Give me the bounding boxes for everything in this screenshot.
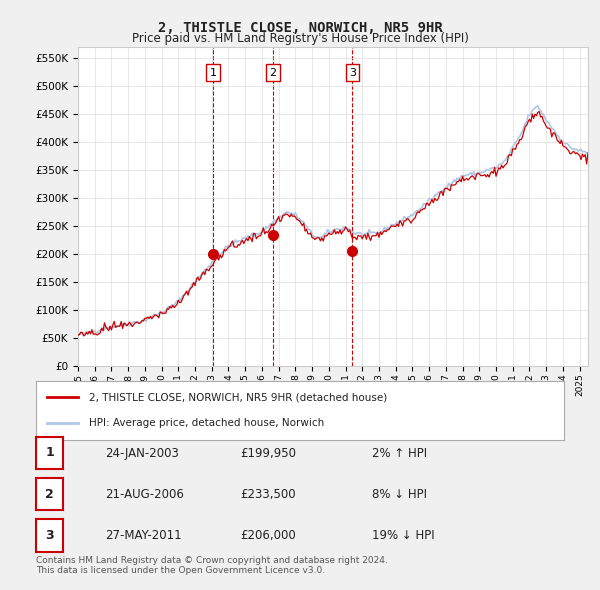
Text: 21-AUG-2006: 21-AUG-2006 bbox=[105, 488, 184, 501]
Text: 1: 1 bbox=[45, 446, 54, 460]
Text: Price paid vs. HM Land Registry's House Price Index (HPI): Price paid vs. HM Land Registry's House … bbox=[131, 32, 469, 45]
Text: 2: 2 bbox=[269, 68, 276, 78]
Text: 2, THISTLE CLOSE, NORWICH, NR5 9HR (detached house): 2, THISTLE CLOSE, NORWICH, NR5 9HR (deta… bbox=[89, 392, 387, 402]
Text: 1: 1 bbox=[209, 68, 217, 78]
Text: 2: 2 bbox=[45, 487, 54, 501]
Text: 3: 3 bbox=[349, 68, 356, 78]
Text: £199,950: £199,950 bbox=[240, 447, 296, 460]
Text: 27-MAY-2011: 27-MAY-2011 bbox=[105, 529, 182, 542]
Text: 24-JAN-2003: 24-JAN-2003 bbox=[105, 447, 179, 460]
Text: £233,500: £233,500 bbox=[240, 488, 296, 501]
Text: 3: 3 bbox=[45, 529, 54, 542]
Text: HPI: Average price, detached house, Norwich: HPI: Average price, detached house, Norw… bbox=[89, 418, 324, 428]
Text: 2% ↑ HPI: 2% ↑ HPI bbox=[372, 447, 427, 460]
Text: £206,000: £206,000 bbox=[240, 529, 296, 542]
Text: 8% ↓ HPI: 8% ↓ HPI bbox=[372, 488, 427, 501]
Text: Contains HM Land Registry data © Crown copyright and database right 2024.
This d: Contains HM Land Registry data © Crown c… bbox=[36, 556, 388, 575]
Text: 2, THISTLE CLOSE, NORWICH, NR5 9HR: 2, THISTLE CLOSE, NORWICH, NR5 9HR bbox=[158, 21, 442, 35]
Text: 19% ↓ HPI: 19% ↓ HPI bbox=[372, 529, 434, 542]
